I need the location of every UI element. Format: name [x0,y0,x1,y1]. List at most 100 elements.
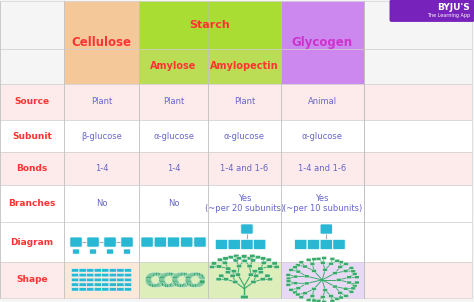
FancyBboxPatch shape [304,282,309,285]
FancyBboxPatch shape [364,222,472,262]
Text: Shape: Shape [16,275,48,284]
FancyBboxPatch shape [194,237,206,247]
FancyBboxPatch shape [139,262,208,298]
Text: No: No [96,199,107,208]
FancyBboxPatch shape [216,278,221,281]
FancyBboxPatch shape [316,300,321,302]
FancyBboxPatch shape [222,261,228,265]
FancyBboxPatch shape [172,281,178,284]
FancyBboxPatch shape [163,284,169,287]
FancyBboxPatch shape [155,273,161,276]
FancyBboxPatch shape [364,262,472,298]
FancyBboxPatch shape [181,237,193,247]
FancyBboxPatch shape [231,270,237,273]
FancyBboxPatch shape [322,300,327,302]
FancyBboxPatch shape [281,153,364,185]
Text: Source: Source [14,98,49,107]
FancyBboxPatch shape [200,276,205,280]
FancyBboxPatch shape [338,296,343,299]
FancyBboxPatch shape [64,84,139,120]
FancyBboxPatch shape [109,283,117,286]
FancyBboxPatch shape [286,273,291,276]
FancyBboxPatch shape [215,239,228,249]
FancyBboxPatch shape [185,277,191,280]
FancyBboxPatch shape [72,288,79,291]
FancyBboxPatch shape [328,294,333,297]
Text: 1-4: 1-4 [95,164,108,173]
FancyBboxPatch shape [165,272,171,276]
FancyBboxPatch shape [180,284,185,287]
FancyBboxPatch shape [175,274,181,277]
FancyBboxPatch shape [160,282,166,285]
FancyBboxPatch shape [286,283,291,286]
FancyBboxPatch shape [208,222,281,262]
FancyBboxPatch shape [199,275,204,278]
FancyBboxPatch shape [191,272,197,276]
FancyBboxPatch shape [322,256,327,259]
FancyBboxPatch shape [252,270,257,273]
FancyBboxPatch shape [139,185,208,222]
FancyBboxPatch shape [176,284,182,287]
FancyBboxPatch shape [303,292,308,295]
FancyBboxPatch shape [272,262,277,265]
FancyBboxPatch shape [333,272,337,275]
FancyBboxPatch shape [208,185,281,222]
FancyBboxPatch shape [121,237,133,247]
FancyBboxPatch shape [64,185,139,222]
FancyBboxPatch shape [208,84,281,120]
FancyBboxPatch shape [180,272,185,276]
Text: Diagram: Diagram [10,238,54,246]
FancyBboxPatch shape [79,278,86,281]
Text: BYJU'S: BYJU'S [437,3,470,12]
FancyBboxPatch shape [172,277,178,280]
FancyBboxPatch shape [228,255,233,259]
FancyBboxPatch shape [188,274,194,277]
FancyBboxPatch shape [352,272,357,275]
FancyBboxPatch shape [286,280,291,283]
FancyBboxPatch shape [330,299,335,302]
FancyBboxPatch shape [258,267,263,270]
FancyBboxPatch shape [94,288,101,291]
FancyBboxPatch shape [320,224,332,234]
FancyBboxPatch shape [170,273,175,277]
FancyBboxPatch shape [299,261,304,264]
FancyBboxPatch shape [152,272,157,276]
FancyBboxPatch shape [281,222,364,262]
FancyBboxPatch shape [150,273,155,276]
FancyBboxPatch shape [79,269,86,272]
FancyBboxPatch shape [195,273,201,276]
FancyBboxPatch shape [87,274,94,277]
FancyBboxPatch shape [267,265,272,268]
FancyBboxPatch shape [254,274,259,278]
FancyBboxPatch shape [156,273,162,277]
Text: Plant: Plant [234,98,255,107]
FancyBboxPatch shape [102,288,109,291]
FancyBboxPatch shape [210,265,215,268]
FancyBboxPatch shape [211,262,217,265]
FancyBboxPatch shape [296,287,301,290]
FancyBboxPatch shape [241,259,246,262]
FancyBboxPatch shape [109,274,117,277]
FancyBboxPatch shape [159,281,165,284]
FancyBboxPatch shape [163,273,169,276]
FancyBboxPatch shape [72,283,79,286]
Text: Yes
(~per 20 subunits): Yes (~per 20 subunits) [205,194,284,213]
FancyBboxPatch shape [183,283,189,287]
FancyBboxPatch shape [155,284,161,287]
FancyBboxPatch shape [306,298,311,301]
FancyBboxPatch shape [124,269,131,272]
FancyBboxPatch shape [250,254,255,258]
FancyBboxPatch shape [185,278,191,281]
FancyBboxPatch shape [198,274,203,277]
FancyBboxPatch shape [289,288,293,291]
FancyBboxPatch shape [258,271,264,274]
Text: The Learning App: The Learning App [427,13,470,18]
FancyBboxPatch shape [0,153,64,185]
FancyBboxPatch shape [185,280,191,283]
FancyBboxPatch shape [109,278,117,281]
FancyBboxPatch shape [141,237,153,247]
FancyBboxPatch shape [171,274,177,277]
Text: No: No [168,199,179,208]
FancyBboxPatch shape [166,272,172,276]
Text: 1-4 and 1-6: 1-4 and 1-6 [298,164,346,173]
